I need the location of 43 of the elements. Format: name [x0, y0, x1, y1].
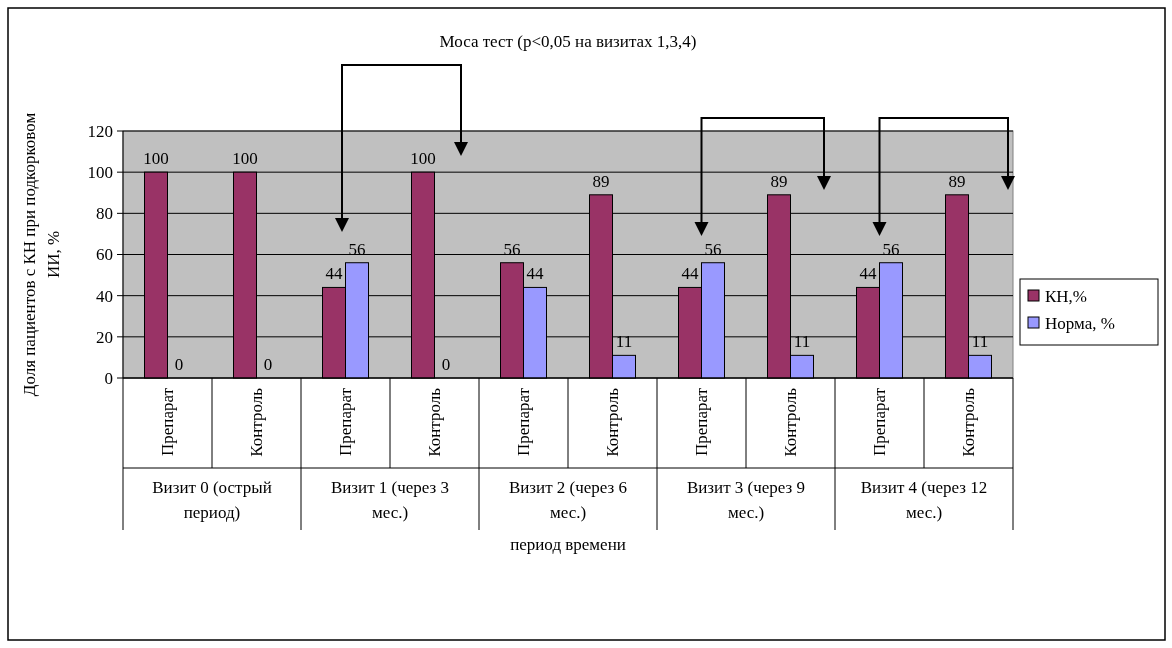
x-tick-label: Препарат	[692, 387, 712, 456]
x-tick-label: Препарат	[870, 387, 890, 456]
text: Визит 3 (через 9 мес.)	[686, 478, 806, 522]
text: Визит 4 (через 12 мес.)	[860, 478, 988, 522]
y-tick-label: 0	[104, 368, 113, 388]
chart-title: Моса тест (p<0,05 на визитах 1,3,4)	[439, 32, 697, 51]
legend-label: Норма, %	[1045, 313, 1115, 333]
y-tick-label: 80	[96, 204, 113, 224]
data-label: 44	[859, 264, 877, 284]
legend-label: КН,%	[1045, 286, 1088, 306]
x-tick-label: Контроль	[781, 387, 801, 457]
y-tick-label: 40	[96, 286, 113, 306]
x-tick-label: Контроль	[959, 387, 979, 457]
text: Визит 0 (острый период)	[152, 478, 272, 522]
data-label: 44	[681, 264, 699, 284]
x-tick-label: Препарат	[336, 387, 356, 456]
data-label: 11	[615, 332, 633, 352]
data-label: 89	[948, 171, 966, 191]
y-axis-title: Доля пациентов с КН при подкорковом ИИ, %	[20, 112, 63, 397]
text: Визит 1 (через 3 мес.)	[330, 478, 450, 522]
text: Визит 2 (через 6 мес.)	[508, 478, 628, 522]
data-label: 0	[263, 355, 273, 374]
data-label: 89	[770, 171, 788, 191]
data-label: 0	[174, 355, 184, 374]
x-axis-title: период времени	[510, 535, 626, 554]
data-label: 100	[143, 149, 169, 169]
y-tick-label: 60	[96, 245, 113, 265]
data-label: 100	[410, 149, 436, 169]
y-tick-label: 100	[87, 163, 113, 183]
x-tick-label: Контроль	[425, 387, 445, 457]
data-label: 11	[971, 332, 989, 352]
y-tick-label: 20	[96, 327, 113, 347]
data-label: 44	[526, 264, 544, 284]
x-tick-label: Контроль	[247, 387, 267, 457]
x-tick-label: Препарат	[514, 387, 534, 456]
data-label: 100	[232, 149, 258, 169]
data-label: 44	[325, 264, 343, 284]
data-label: 0	[441, 355, 451, 374]
y-tick-label: 120	[87, 121, 113, 141]
x-tick-label: Препарат	[158, 387, 178, 456]
data-label: 89	[592, 171, 610, 191]
x-tick-label: Контроль	[603, 387, 623, 457]
data-label: 11	[793, 332, 811, 352]
